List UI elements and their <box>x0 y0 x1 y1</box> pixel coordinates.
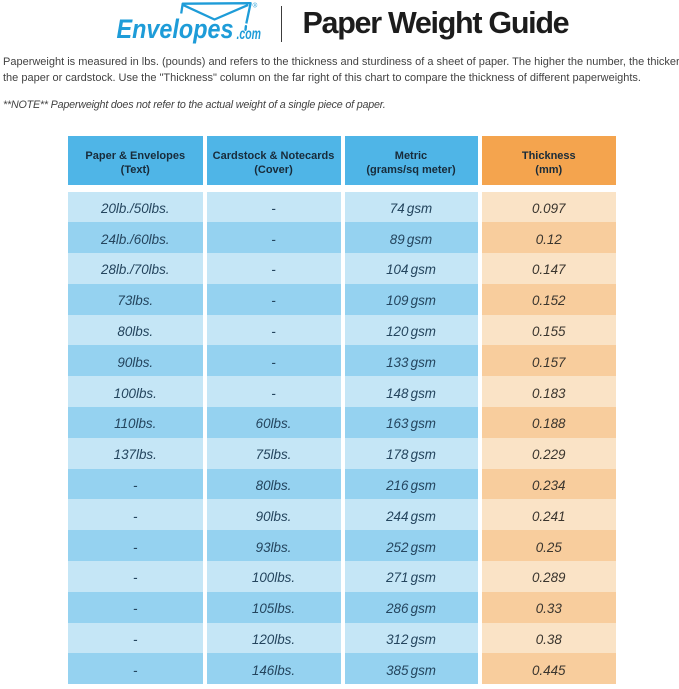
svg-text:®: ® <box>253 2 258 10</box>
svg-text:.com: .com <box>237 26 262 43</box>
svg-text:Envelopes: Envelopes <box>117 14 234 44</box>
